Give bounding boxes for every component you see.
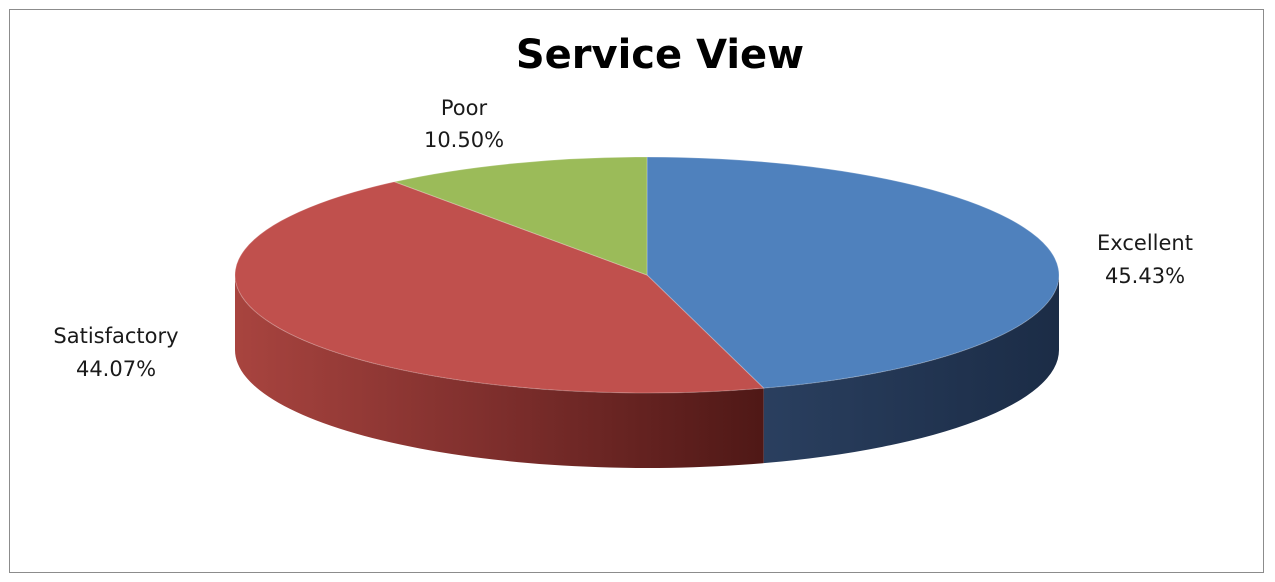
chart-title: Service View	[516, 32, 804, 78]
pie-sides	[235, 275, 1059, 469]
label-poor-name: Poor	[441, 96, 488, 120]
pie-side-satisfactory	[235, 275, 764, 469]
pie-side-excellent	[763, 275, 1059, 464]
label-satisfactory-name: Satisfactory	[53, 324, 178, 348]
pie-slice-excellent	[646, 156, 1060, 389]
pie-tops	[234, 156, 1060, 394]
pie-slice-poor	[392, 156, 648, 276]
pie-slice-satisfactory	[234, 181, 765, 394]
label-satisfactory-value: 44.07%	[76, 357, 156, 381]
label-poor-value: 10.50%	[424, 128, 504, 152]
label-excellent-value: 45.43%	[1105, 264, 1185, 288]
label-excellent-name: Excellent	[1097, 231, 1193, 255]
